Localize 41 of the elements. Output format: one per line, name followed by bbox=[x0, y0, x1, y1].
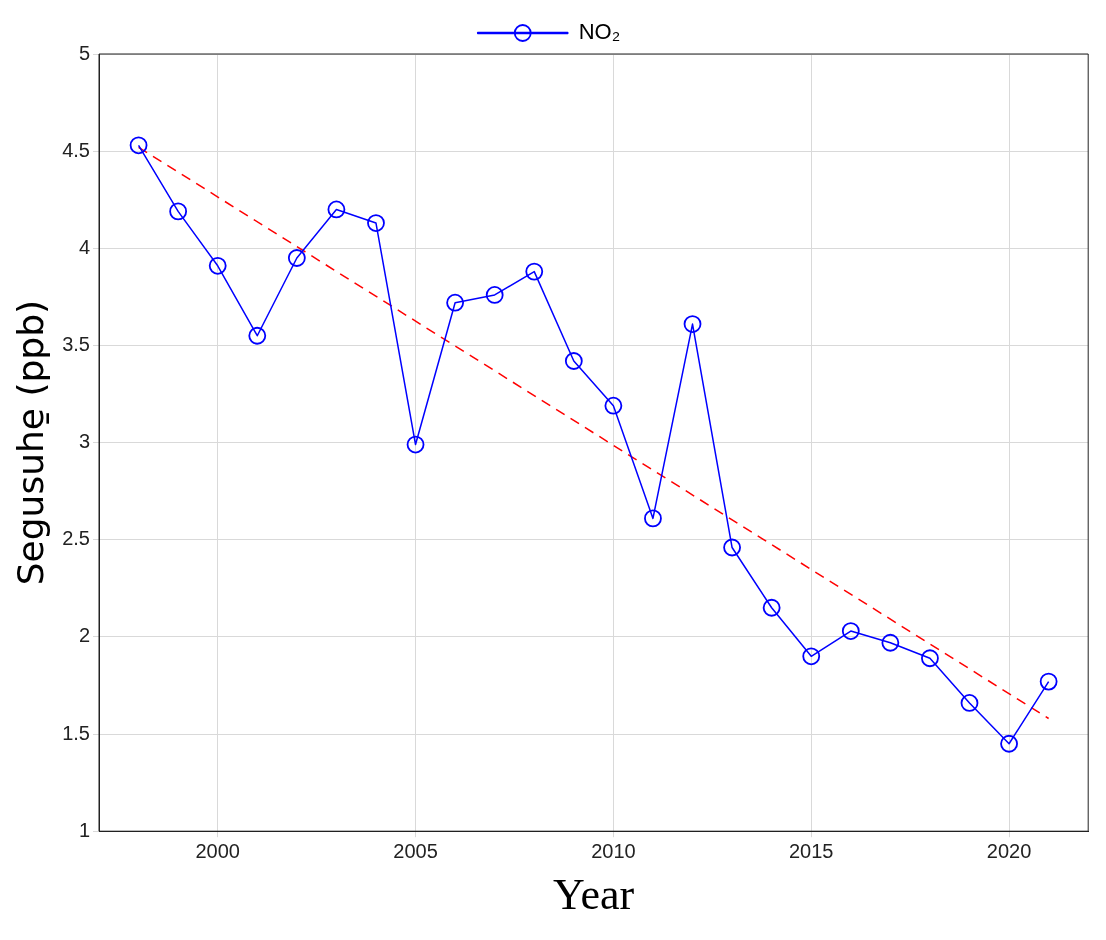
point bbox=[327, 200, 346, 219]
y-tick-label: 1 bbox=[78, 818, 90, 841]
x-tick-label: 2015 bbox=[788, 839, 834, 862]
y-tick-label: 4.5 bbox=[62, 138, 90, 161]
point bbox=[921, 649, 939, 668]
x-tick-label: 2020 bbox=[986, 839, 1032, 862]
point bbox=[248, 326, 267, 345]
point bbox=[367, 214, 385, 232]
point bbox=[525, 262, 544, 281]
point bbox=[406, 435, 425, 454]
point bbox=[564, 352, 583, 370]
y-tick-label: 3.5 bbox=[62, 332, 90, 355]
y-tick-label: 2 bbox=[78, 624, 90, 647]
point bbox=[683, 315, 702, 333]
x-tick-label: 2005 bbox=[393, 839, 438, 862]
y-tick-label: 4 bbox=[78, 235, 90, 258]
y-tick-label: 3 bbox=[78, 430, 90, 453]
point bbox=[723, 538, 741, 557]
point bbox=[1000, 734, 1018, 753]
point bbox=[169, 202, 188, 221]
point bbox=[881, 633, 900, 652]
point bbox=[841, 622, 860, 640]
y-axis-title: Segusuhe̱ (ppb) bbox=[9, 299, 51, 586]
point bbox=[446, 293, 465, 312]
x-tick-label: 2010 bbox=[591, 839, 636, 862]
point bbox=[802, 647, 821, 666]
y-tick-label: 2.5 bbox=[62, 527, 90, 550]
point bbox=[960, 694, 979, 712]
point bbox=[762, 598, 781, 617]
legend-label: NO₂ bbox=[578, 19, 621, 45]
x-axis-title: Year bbox=[553, 870, 635, 920]
point bbox=[485, 286, 504, 304]
y-tick-label: 5 bbox=[78, 41, 90, 64]
point bbox=[208, 256, 227, 275]
point bbox=[604, 396, 623, 415]
point bbox=[1039, 672, 1058, 691]
point bbox=[287, 249, 306, 267]
point bbox=[644, 509, 662, 528]
point bbox=[129, 136, 148, 155]
x-tick-label: 2000 bbox=[195, 839, 240, 862]
y-tick-label: 1.5 bbox=[62, 721, 90, 744]
